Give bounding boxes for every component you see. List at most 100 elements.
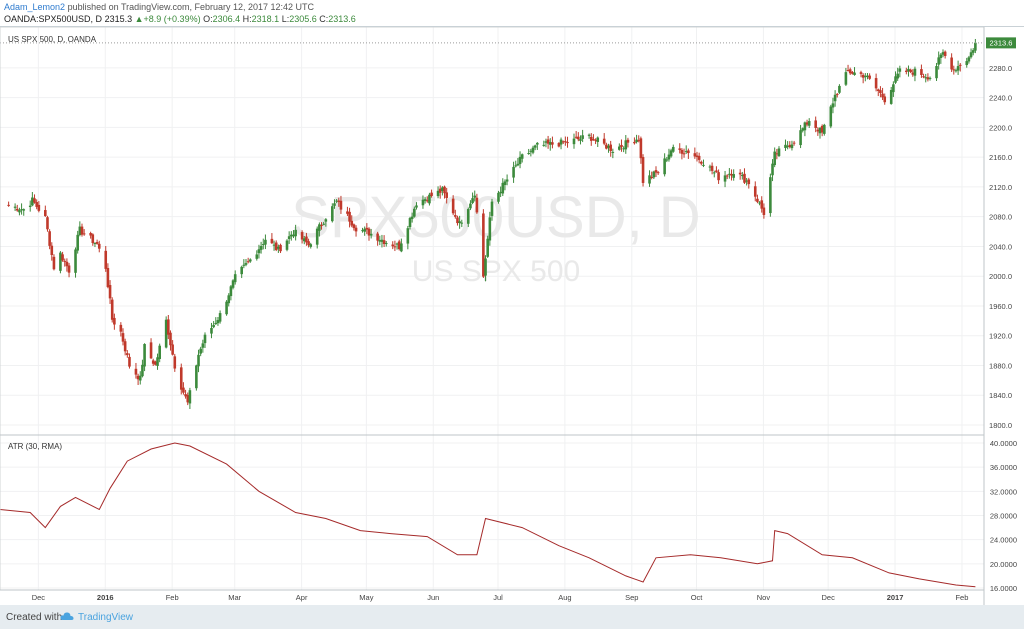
candle-body <box>482 213 485 277</box>
candle-body <box>382 240 386 245</box>
candle-body <box>78 226 82 236</box>
candle-body <box>113 317 116 325</box>
candle-body <box>171 344 174 355</box>
candle-body <box>548 141 552 145</box>
candle <box>926 73 930 82</box>
candle-body <box>864 76 867 78</box>
candle-body <box>829 106 833 127</box>
candle-body <box>154 361 157 365</box>
candle-body <box>28 205 32 207</box>
candle-body <box>967 57 971 62</box>
candle-body <box>473 195 477 198</box>
candle-body <box>186 395 190 403</box>
candle-body <box>7 204 10 206</box>
candle-body <box>728 173 731 175</box>
candle <box>587 133 591 139</box>
y-tick-label: 1800.0 <box>989 421 1012 430</box>
candle-body <box>350 220 354 226</box>
author-link[interactable]: Adam_Lemon2 <box>4 2 66 12</box>
candle <box>182 382 185 395</box>
symbol-line: OANDA:SPX500USD, D 2315.3 ▲+8.9 (+0.39%)… <box>4 14 356 24</box>
candle-body <box>924 77 928 79</box>
candle-body <box>609 144 612 151</box>
candle-body <box>246 261 250 263</box>
chart-area[interactable]: SPX500USD, D US SPX 500 US SPX 500, D, O… <box>0 26 1024 605</box>
candle-body <box>669 150 673 157</box>
candle <box>113 313 116 330</box>
candle <box>954 68 958 73</box>
candle-body <box>956 66 960 71</box>
y-tick-label: 28.0000 <box>990 512 1017 521</box>
candle <box>322 221 325 226</box>
candle-body <box>143 344 146 367</box>
candle-body <box>67 265 71 273</box>
candle <box>28 200 32 212</box>
open-label: O: <box>203 14 213 24</box>
candle <box>611 148 615 159</box>
candle <box>512 161 515 183</box>
candle-body <box>95 242 99 244</box>
candle <box>516 157 520 167</box>
candle-body <box>22 209 26 211</box>
candle-body <box>61 254 64 261</box>
chart-svg[interactable]: SPX500USD, D US SPX 500 US SPX 500, D, O… <box>0 26 1024 605</box>
candle-body <box>753 186 757 197</box>
y-tick-label: 2280.0 <box>989 64 1012 73</box>
x-tick-label: Jul <box>493 593 503 602</box>
candle-body <box>393 246 397 248</box>
candle <box>594 138 597 145</box>
candle <box>618 143 621 151</box>
candle <box>974 38 977 54</box>
candle <box>475 193 479 214</box>
candle <box>421 195 425 209</box>
candle-body <box>708 166 712 168</box>
candle-body <box>926 77 930 80</box>
candle-body <box>741 175 744 177</box>
candle <box>46 215 49 232</box>
candle <box>201 339 205 353</box>
candle-body <box>406 228 410 244</box>
candle-body <box>466 209 470 224</box>
candle-body <box>365 227 369 230</box>
candle-body <box>581 135 584 139</box>
candle <box>380 234 384 248</box>
tradingview-brand[interactable]: TradingView <box>78 612 134 623</box>
candle-body <box>361 230 364 232</box>
candle-body <box>182 387 185 393</box>
candle-body <box>905 70 908 72</box>
candle-body <box>138 375 142 381</box>
candle-body <box>935 66 938 79</box>
candle <box>143 343 146 372</box>
candle <box>179 363 183 395</box>
candle-body <box>564 141 567 143</box>
candle-body <box>848 69 852 74</box>
candle-body <box>514 165 518 167</box>
candle <box>898 65 902 78</box>
candle <box>838 84 841 94</box>
candle-body <box>853 72 856 75</box>
candle-body <box>391 244 395 247</box>
candle <box>620 139 623 152</box>
candle <box>935 62 938 82</box>
candle <box>518 151 522 169</box>
candle <box>762 203 766 219</box>
candle <box>361 227 364 233</box>
candle <box>488 211 492 246</box>
candle-body <box>898 68 902 72</box>
candle <box>324 218 328 227</box>
candle <box>13 203 17 211</box>
candle <box>712 170 716 178</box>
candle <box>700 160 703 166</box>
candle-body <box>835 93 839 95</box>
candle-body <box>259 246 263 250</box>
candle <box>423 197 427 204</box>
candle-body <box>255 254 259 259</box>
candle <box>300 230 304 244</box>
candle <box>149 338 153 360</box>
candle <box>346 206 349 216</box>
candle <box>18 207 21 216</box>
candle <box>859 70 863 78</box>
candle-body <box>425 200 429 202</box>
y-tick-label: 1960.0 <box>989 302 1012 311</box>
candle-body <box>790 144 794 149</box>
